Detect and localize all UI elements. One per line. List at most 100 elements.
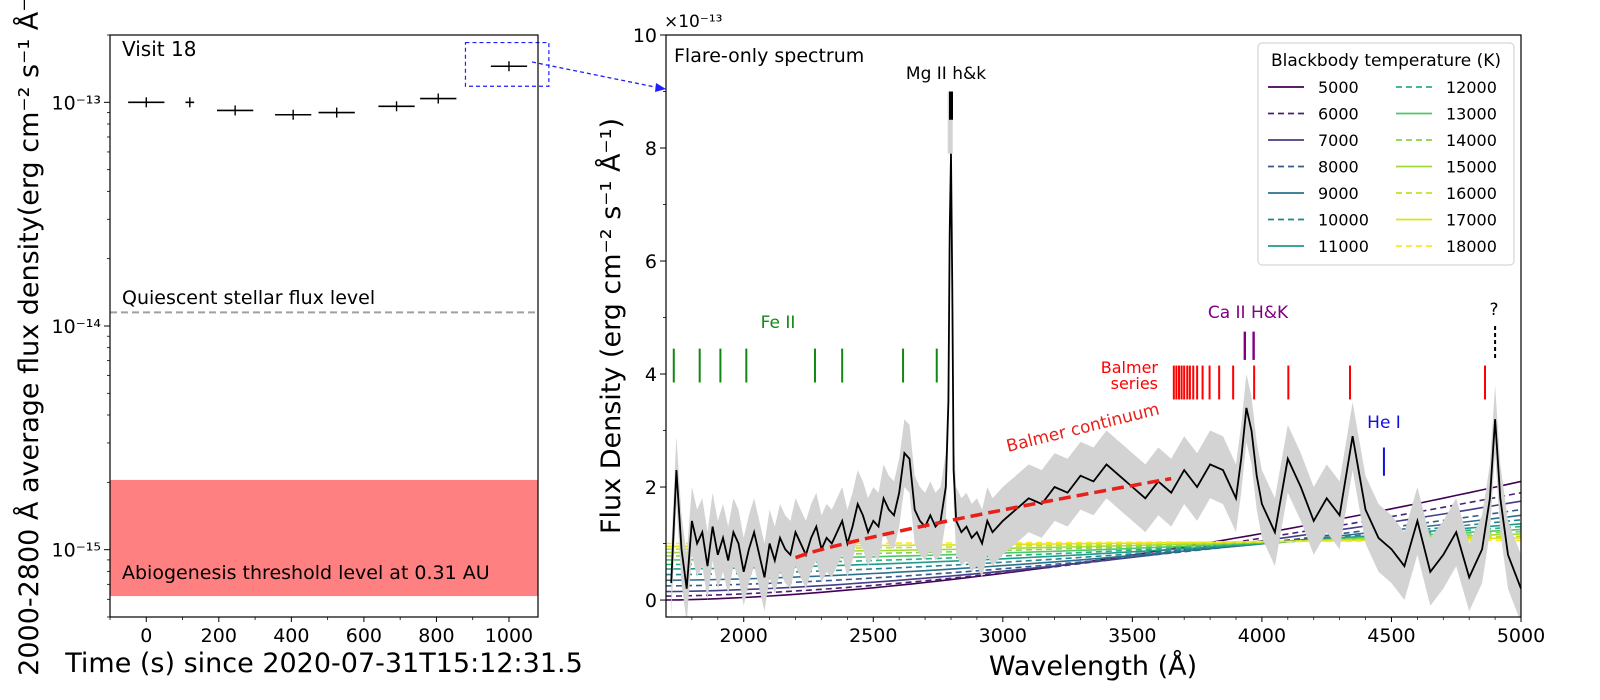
left-panel: 0 200 400 600 800 1000 10⁻¹³ 10⁻¹⁴ 10⁻¹⁵ Visit … <box>13 0 583 679</box>
legend-label: 9000 <box>1318 184 1359 203</box>
y-multiplier: ×10⁻¹³ <box>664 12 722 32</box>
legend-title: Blackbody temperature (K) <box>1271 51 1501 71</box>
legend-item: 13000 <box>1396 105 1497 124</box>
data-point <box>318 107 355 118</box>
legend-label: 17000 <box>1446 211 1497 230</box>
x-tick-label: 600 <box>346 625 382 647</box>
right-x-ticks: 2000 2500 3000 3500 4000 4500 5000 <box>691 617 1545 647</box>
zoom-connector-arrow <box>531 61 666 92</box>
right-y-ticks: 0 2 4 6 8 10 <box>633 25 666 612</box>
y-tick-label: 10⁻¹³ <box>52 92 101 114</box>
legend-item: 14000 <box>1396 131 1497 150</box>
caII-label: Ca II H&K <box>1208 303 1289 323</box>
line-marker-group <box>1243 331 1255 360</box>
y-tick-label: 10⁻¹⁴ <box>52 316 102 338</box>
spectrum-title: Flare-only spectrum <box>674 45 864 67</box>
left-x-ticks: 0 200 400 600 800 1000 <box>109 617 533 647</box>
legend-item: 15000 <box>1396 158 1497 177</box>
balmer-series-label: Balmer series <box>1101 358 1159 393</box>
balmer-continuum <box>794 476 1172 560</box>
legend-item: 7000 <box>1268 131 1359 150</box>
legend-label: 6000 <box>1318 105 1359 124</box>
x-tick-label: 4000 <box>1238 625 1286 647</box>
left-y-axis-label: 2000-2800 Å average flux density(erg cm⁻… <box>13 0 45 676</box>
data-point <box>185 97 195 108</box>
data-point <box>217 105 254 116</box>
legend: Blackbody temperature (K) 5000 6000 7000 80… <box>1257 42 1515 266</box>
x-tick-label: 800 <box>418 625 454 647</box>
left-x-axis-label: Time (s) since 2020-07-31T15:12:31.5 <box>64 648 583 679</box>
legend-label: 13000 <box>1446 105 1497 124</box>
legend-item: 6000 <box>1268 105 1359 124</box>
y-tick-label: 0 <box>645 590 657 612</box>
legend-label: 11000 <box>1318 237 1369 256</box>
line-markers <box>672 326 1497 476</box>
visit-label: Visit 18 <box>122 37 196 61</box>
y-tick-label: 10⁻¹⁵ <box>52 540 101 562</box>
legend-label: 18000 <box>1446 237 1497 256</box>
unknown-line-label: ? <box>1489 300 1498 320</box>
x-tick-label: 3500 <box>1108 625 1156 647</box>
legend-item: 8000 <box>1268 158 1359 177</box>
mgII-label: Mg II h&k <box>906 64 986 84</box>
mgII-peak-band <box>947 91 953 154</box>
legend-item: 17000 <box>1396 211 1497 230</box>
line-marker-group <box>1172 365 1486 400</box>
threshold-band-rect <box>110 479 538 597</box>
legend-label: 16000 <box>1446 184 1497 203</box>
legend-label: 5000 <box>1318 78 1359 97</box>
legend-label: 8000 <box>1318 158 1359 177</box>
zoom-box <box>464 41 550 87</box>
line-marker-group <box>672 348 938 383</box>
feII-label: Fe II <box>761 313 796 333</box>
x-tick-label: 2500 <box>849 625 897 647</box>
threshold-band <box>110 479 538 597</box>
legend-label: 12000 <box>1446 78 1497 97</box>
x-tick-label: 0 <box>140 625 152 647</box>
data-point <box>378 101 415 112</box>
right-axes-frame <box>665 34 1522 618</box>
x-tick-label: 3000 <box>979 625 1027 647</box>
data-points <box>128 61 528 120</box>
quiescent-label: Quiescent stellar flux level <box>122 287 375 309</box>
x-tick-label: 5000 <box>1497 625 1545 647</box>
legend-item: 5000 <box>1268 78 1359 97</box>
spectrum-uncertainty-band <box>671 119 1521 617</box>
left-y-ticks: 10⁻¹³ 10⁻¹⁴ 10⁻¹⁵ <box>52 34 110 618</box>
x-tick-label: 1000 <box>485 625 533 647</box>
x-tick-label: 400 <box>273 625 309 647</box>
legend-item: 16000 <box>1396 184 1497 203</box>
right-y-axis-label: Flux Density (erg cm⁻² s⁻¹ Å⁻¹) <box>595 118 627 534</box>
legend-item: 12000 <box>1396 78 1497 97</box>
legend-label: 14000 <box>1446 131 1497 150</box>
observed-spectrum <box>670 91 1521 617</box>
blackbody-curve <box>666 491 1521 597</box>
threshold-label: Abiogenesis threshold level at 0.31 AU <box>122 562 490 584</box>
x-tick-label: 200 <box>201 625 237 647</box>
balmer-continuum-fit <box>794 476 1172 560</box>
y-tick-label: 10 <box>633 25 657 47</box>
data-point <box>128 97 165 108</box>
legend-label: 15000 <box>1446 158 1497 177</box>
y-tick-label: 4 <box>645 364 657 386</box>
spectrum-line <box>670 153 1521 590</box>
x-tick-label: 4500 <box>1367 625 1415 647</box>
legend-item: 18000 <box>1396 237 1497 256</box>
legend-label: 10000 <box>1318 211 1369 230</box>
right-x-axis-label: Wavelength (Å) <box>989 650 1197 682</box>
heI-label: He I <box>1367 413 1401 433</box>
highlight-box <box>464 41 550 87</box>
y-tick-label: 2 <box>645 477 657 499</box>
legend-label: 7000 <box>1318 131 1359 150</box>
legend-item: 9000 <box>1268 184 1359 203</box>
y-tick-label: 8 <box>645 138 657 160</box>
right-panel: 2000 2500 3000 3500 4000 4500 5000 0 2 4 6 8 10 ×10… <box>595 12 1545 682</box>
legend-box <box>1257 42 1515 266</box>
x-tick-label: 2000 <box>720 625 768 647</box>
data-point <box>275 109 312 120</box>
data-point <box>490 61 528 72</box>
legend-item: 10000 <box>1268 211 1369 230</box>
legend-item: 11000 <box>1268 237 1369 256</box>
y-tick-label: 6 <box>645 251 657 273</box>
